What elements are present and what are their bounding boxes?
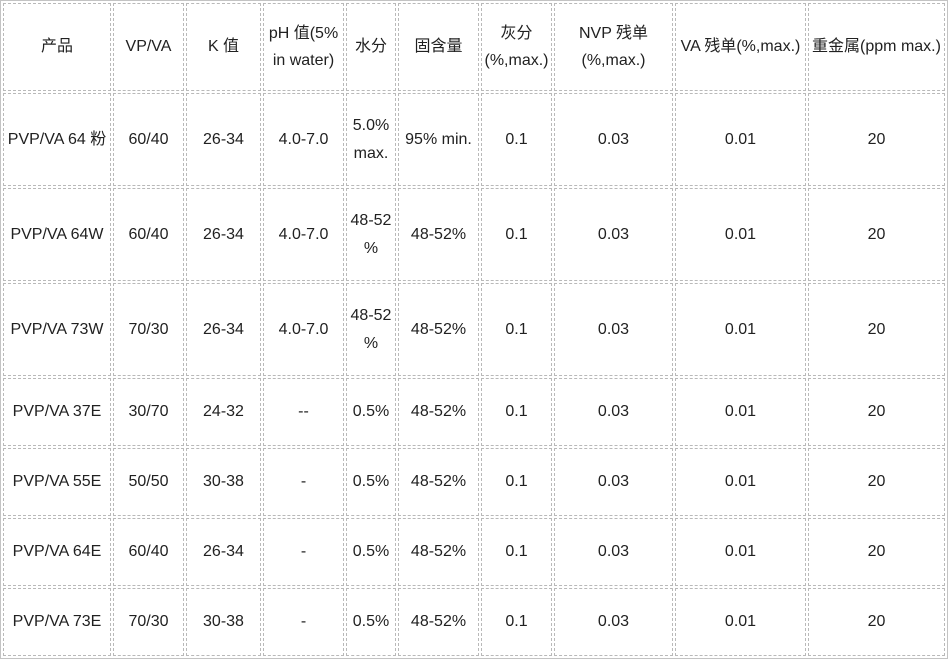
table-cell: 95% min.	[398, 93, 479, 186]
table-cell: 48-52%	[398, 283, 479, 376]
table-cell: 0.1	[481, 448, 552, 516]
table-cell: 60/40	[113, 93, 184, 186]
column-header: 固含量	[398, 3, 479, 91]
table-cell: 0.01	[675, 448, 806, 516]
table-cell: 20	[808, 588, 945, 656]
table-cell: 26-34	[186, 188, 261, 281]
table-cell: 5.0% max.	[346, 93, 396, 186]
table-cell: 0.01	[675, 283, 806, 376]
table-cell: 70/30	[113, 283, 184, 376]
table-cell: 0.03	[554, 93, 673, 186]
column-header: K 值	[186, 3, 261, 91]
column-header: 灰分 (%,max.)	[481, 3, 552, 91]
product-name-cell: PVP/VA 64E	[3, 518, 111, 586]
column-header: 产品	[3, 3, 111, 91]
table-row: PVP/VA 73W 70/30 26-34 4.0-7.0 48-52 % 48-52%…	[3, 283, 945, 376]
table-cell: 20	[808, 283, 945, 376]
table-cell: 30/70	[113, 378, 184, 446]
table-cell: 20	[808, 448, 945, 516]
table-cell: 20	[808, 188, 945, 281]
column-header: NVP 残单 (%,max.)	[554, 3, 673, 91]
table-cell: 48-52 %	[346, 188, 396, 281]
table-cell: 0.1	[481, 283, 552, 376]
table-row: PVP/VA 64W 60/40 26-34 4.0-7.0 48-52 % 48-52%…	[3, 188, 945, 281]
table-cell: 30-38	[186, 588, 261, 656]
table-cell: 0.5%	[346, 588, 396, 656]
table-cell: 0.03	[554, 448, 673, 516]
table-cell: -	[263, 588, 344, 656]
table-cell: 26-34	[186, 93, 261, 186]
product-name-cell: PVP/VA 73W	[3, 283, 111, 376]
table-cell: 60/40	[113, 518, 184, 586]
product-name-cell: PVP/VA 73E	[3, 588, 111, 656]
table-cell: 0.03	[554, 588, 673, 656]
column-header: 水分	[346, 3, 396, 91]
table-cell: 50/50	[113, 448, 184, 516]
table-cell: 20	[808, 93, 945, 186]
table-cell: -	[263, 518, 344, 586]
table-cell: 30-38	[186, 448, 261, 516]
table-row: PVP/VA 55E 50/50 30-38-0.5% 48-52% 0.1 0.03 0.…	[3, 448, 945, 516]
table-cell: 48-52%	[398, 378, 479, 446]
table-cell: --	[263, 378, 344, 446]
table-cell: 0.03	[554, 518, 673, 586]
table-cell: 48-52%	[398, 188, 479, 281]
table-cell: 0.5%	[346, 518, 396, 586]
table-cell: 20	[808, 378, 945, 446]
table-row: PVP/VA 64 粉 60/40 26-34 4.0-7.0 5.0% max. 95%…	[3, 93, 945, 186]
table-cell: -	[263, 448, 344, 516]
table-cell: 48-52%	[398, 448, 479, 516]
table-cell: 0.1	[481, 93, 552, 186]
column-header: VA 残单(%,max.)	[675, 3, 806, 91]
table-cell: 26-34	[186, 283, 261, 376]
table-cell: 0.5%	[346, 378, 396, 446]
table-cell: 24-32	[186, 378, 261, 446]
column-header: 重金属(ppm max.)	[808, 3, 945, 91]
table-row: PVP/VA 37E 30/70 24-32 -- 0.5% 48-52% 0.1 0.03 0…	[3, 378, 945, 446]
table-cell: 0.03	[554, 188, 673, 281]
product-name-cell: PVP/VA 64 粉	[3, 93, 111, 186]
table-cell: 48-52 %	[346, 283, 396, 376]
table-cell: 0.01	[675, 588, 806, 656]
table-cell: 0.03	[554, 378, 673, 446]
table-cell: 0.01	[675, 518, 806, 586]
table-cell: 26-34	[186, 518, 261, 586]
table-row: PVP/VA 64E 60/40 26-34-0.5% 48-52% 0.1 0.03 0.…	[3, 518, 945, 586]
table-cell: 0.1	[481, 378, 552, 446]
table-cell: 0.1	[481, 588, 552, 656]
product-name-cell: PVP/VA 64W	[3, 188, 111, 281]
product-name-cell: PVP/VA 55E	[3, 448, 111, 516]
table-cell: 4.0-7.0	[263, 188, 344, 281]
header-row: 产品 VP/VA K 值 pH 值(5% in water) 水分 固含量 灰分 (%,ma…	[3, 3, 945, 91]
product-name-cell: PVP/VA 37E	[3, 378, 111, 446]
table-cell: 0.1	[481, 188, 552, 281]
table-cell: 0.01	[675, 93, 806, 186]
table-cell: 4.0-7.0	[263, 283, 344, 376]
column-header: VP/VA	[113, 3, 184, 91]
table-row: PVP/VA 73E 70/30 30-38-0.5% 48-52% 0.1 0.03 0.…	[3, 588, 945, 656]
column-header: pH 值(5% in water)	[263, 3, 344, 91]
table-cell: 0.5%	[346, 448, 396, 516]
table-cell: 0.03	[554, 283, 673, 376]
table-cell: 48-52%	[398, 588, 479, 656]
table-cell: 20	[808, 518, 945, 586]
table-cell: 0.01	[675, 188, 806, 281]
table-cell: 0.1	[481, 518, 552, 586]
table-cell: 4.0-7.0	[263, 93, 344, 186]
table-cell: 70/30	[113, 588, 184, 656]
table-cell: 48-52%	[398, 518, 479, 586]
table-cell: 60/40	[113, 188, 184, 281]
table-cell: 0.01	[675, 378, 806, 446]
